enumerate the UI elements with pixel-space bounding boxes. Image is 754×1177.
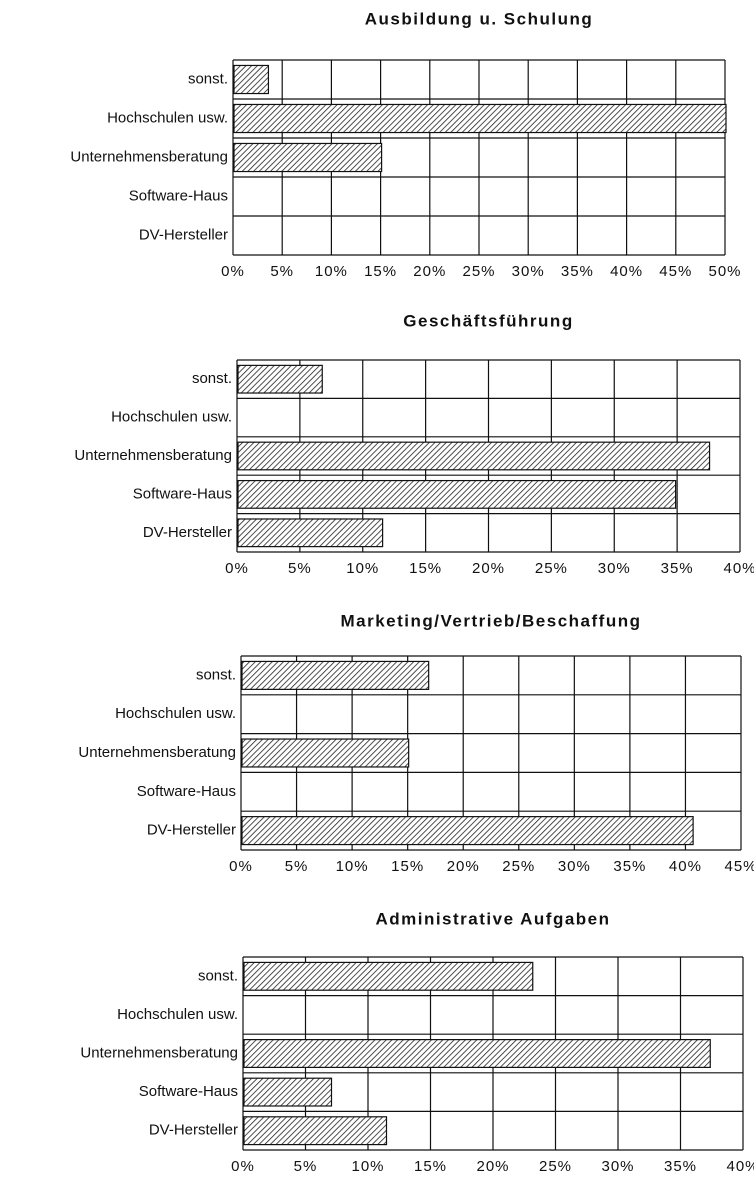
- chart-title: Marketing/Vertrieb/Beschaffung: [340, 611, 641, 630]
- y-tick-label: sonst.: [188, 70, 228, 87]
- x-tick-label: 0%: [231, 1158, 255, 1175]
- x-tick-label: 10%: [336, 858, 369, 875]
- x-tick-label: 35%: [613, 858, 646, 875]
- x-tick-label: 25%: [535, 560, 568, 577]
- y-tick-label: Unternehmensberatung: [74, 447, 232, 464]
- y-tick-label: sonst.: [196, 666, 236, 683]
- x-tick-label: 45%: [659, 263, 692, 280]
- bar: [237, 441, 711, 471]
- x-tick-label: 5%: [288, 560, 312, 577]
- x-tick-label: 25%: [462, 263, 495, 280]
- y-tick-label: Unternehmensberatung: [80, 1044, 238, 1061]
- x-tick-label: 0%: [221, 263, 245, 280]
- x-tick-label: 40%: [610, 263, 643, 280]
- x-tick-label: 5%: [285, 858, 309, 875]
- x-tick-label: 40%: [723, 560, 754, 577]
- chart-title: Geschäftsführung: [403, 311, 573, 330]
- x-tick-label: 25%: [502, 858, 535, 875]
- x-tick-label: 15%: [409, 560, 442, 577]
- x-tick-label: 35%: [661, 560, 694, 577]
- bar: [243, 1039, 711, 1068]
- x-tick-label: 20%: [476, 1158, 509, 1175]
- bar: [237, 518, 384, 548]
- x-tick-label: 20%: [472, 560, 505, 577]
- x-tick-label: 20%: [447, 858, 480, 875]
- bar: [241, 660, 430, 690]
- y-tick-label: Hochschulen usw.: [111, 409, 232, 426]
- y-tick-label: Hochschulen usw.: [115, 705, 236, 722]
- y-tick-label: DV-Hersteller: [147, 822, 236, 839]
- bar: [243, 1116, 388, 1146]
- x-tick-label: 20%: [413, 263, 446, 280]
- y-tick-label: Software-Haus: [133, 485, 232, 502]
- y-tick-label: Hochschulen usw.: [117, 1006, 238, 1023]
- x-tick-label: 0%: [229, 858, 253, 875]
- x-tick-label: 5%: [294, 1158, 318, 1175]
- bar: [233, 142, 383, 173]
- bar: [243, 961, 534, 991]
- y-tick-label: DV-Hersteller: [143, 524, 232, 541]
- y-tick-label: Hochschulen usw.: [107, 109, 228, 126]
- y-tick-label: Unternehmensberatung: [70, 148, 228, 165]
- x-tick-label: 15%: [414, 1158, 447, 1175]
- bar: [243, 1077, 333, 1107]
- bar: [237, 479, 677, 509]
- x-tick-label: 15%: [391, 858, 424, 875]
- chart-title: Administrative Aufgaben: [375, 909, 610, 928]
- y-tick-label: DV-Hersteller: [149, 1122, 238, 1139]
- bar: [233, 64, 270, 95]
- x-tick-label: 5%: [270, 263, 294, 280]
- x-tick-label: 35%: [664, 1158, 697, 1175]
- x-tick-label: 35%: [561, 263, 594, 280]
- bar: [233, 103, 727, 134]
- bar: [241, 816, 694, 846]
- bar: [241, 738, 410, 768]
- y-tick-label: Software-Haus: [137, 783, 236, 800]
- bar: [237, 364, 323, 394]
- x-tick-label: 0%: [225, 560, 249, 577]
- x-tick-label: 30%: [558, 858, 591, 875]
- x-tick-label: 45%: [724, 858, 754, 875]
- y-tick-label: Software-Haus: [139, 1083, 238, 1100]
- x-tick-label: 30%: [601, 1158, 634, 1175]
- x-tick-label: 40%: [669, 858, 702, 875]
- y-tick-label: sonst.: [192, 370, 232, 387]
- x-tick-label: 50%: [708, 263, 741, 280]
- x-tick-label: 10%: [351, 1158, 384, 1175]
- x-tick-label: 25%: [539, 1158, 572, 1175]
- y-tick-label: DV-Hersteller: [139, 226, 228, 243]
- y-tick-label: Unternehmensberatung: [78, 744, 236, 761]
- x-tick-label: 15%: [364, 263, 397, 280]
- x-tick-label: 40%: [726, 1158, 754, 1175]
- y-tick-label: Software-Haus: [129, 187, 228, 204]
- x-tick-label: 30%: [598, 560, 631, 577]
- x-tick-label: 10%: [315, 263, 348, 280]
- chart-title: Ausbildung u. Schulung: [365, 9, 593, 28]
- x-tick-label: 10%: [346, 560, 379, 577]
- y-tick-label: sonst.: [198, 967, 238, 984]
- x-tick-label: 30%: [512, 263, 545, 280]
